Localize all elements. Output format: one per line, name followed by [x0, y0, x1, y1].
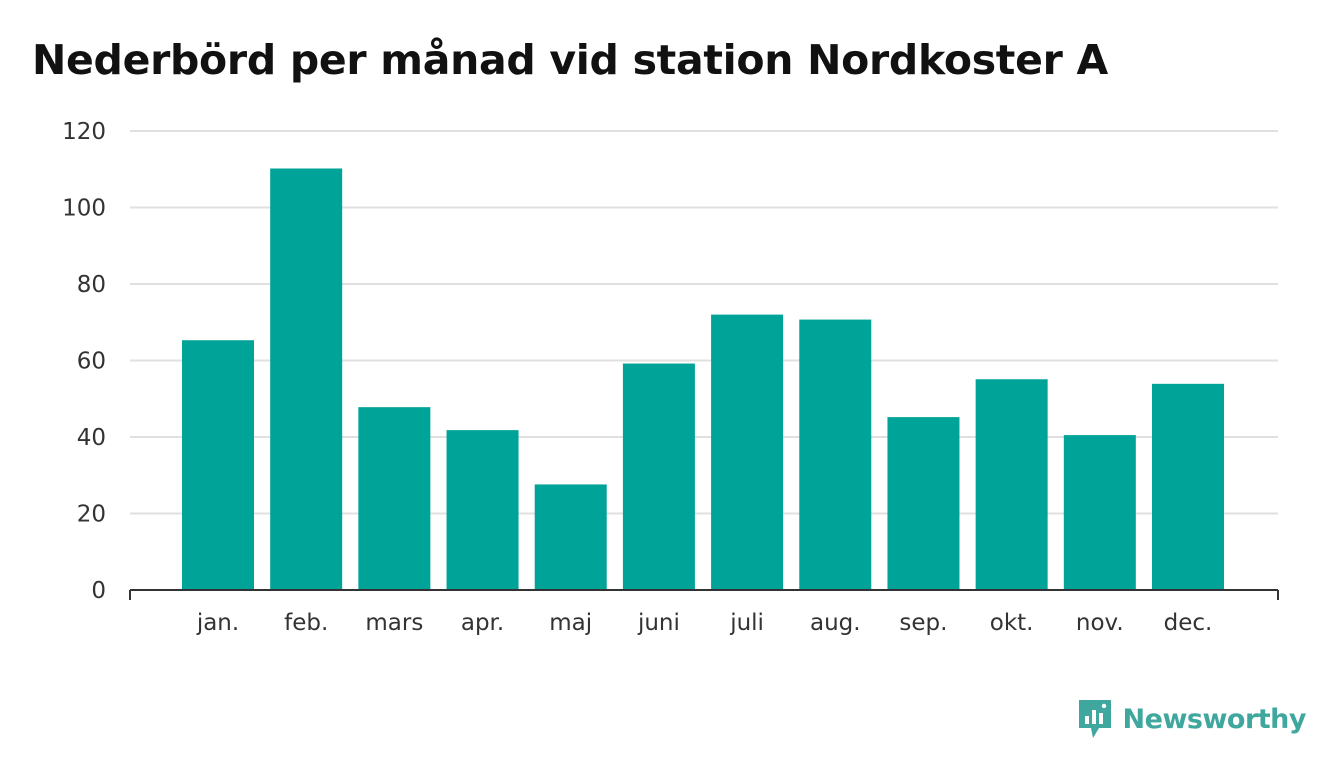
x-tick-label: sep.	[899, 610, 947, 636]
y-tick-label: 100	[62, 196, 106, 222]
y-tick-label: 60	[77, 349, 106, 375]
bar-feb[interactable]	[270, 168, 343, 591]
x-tick-label: mars	[365, 610, 423, 636]
bar-juni[interactable]	[622, 363, 695, 590]
newsworthy-logo-icon	[1078, 700, 1111, 738]
bar-jan[interactable]	[182, 340, 254, 590]
bar-dec[interactable]	[1152, 383, 1224, 590]
x-tick-label: juni	[637, 610, 680, 636]
bar-sep[interactable]	[887, 417, 960, 590]
x-tick-label: maj	[549, 610, 592, 636]
x-tick-label: aug.	[810, 610, 861, 636]
x-tick-label: jan.	[196, 610, 239, 636]
x-tick-label: dec.	[1164, 610, 1213, 636]
y-tick-label: 120	[62, 119, 106, 145]
x-tick-label: nov.	[1076, 610, 1124, 636]
bar-maj[interactable]	[534, 484, 607, 590]
bar-apr[interactable]	[446, 430, 519, 590]
x-tick-label: juli	[729, 610, 764, 636]
chart-title: Nederbörd per månad vid station Nordkost…	[32, 36, 1108, 84]
y-tick-labels: 0 20 40 60 80 100 120	[62, 119, 106, 604]
y-tick-label: 20	[77, 502, 106, 528]
bar-nov[interactable]	[1063, 435, 1136, 590]
x-tick-label: apr.	[461, 610, 504, 636]
bar-juli[interactable]	[711, 314, 784, 590]
y-tick-label: 40	[77, 425, 106, 451]
x-tick-label: feb.	[284, 610, 328, 636]
y-tick-label: 0	[91, 578, 106, 604]
y-tick-label: 80	[77, 272, 106, 298]
bar-mars[interactable]	[358, 407, 431, 590]
bars	[182, 168, 1224, 591]
x-tick-label: okt.	[990, 610, 1034, 636]
axes	[129, 589, 1279, 600]
brand-logo[interactable]: Newsworthy	[1077, 698, 1307, 740]
x-tick-labels: jan. feb. mars apr. maj juni juli aug. sep. okt. n…	[196, 610, 1213, 636]
bar-aug[interactable]	[799, 319, 872, 590]
brand-name: Newsworthy	[1122, 703, 1307, 735]
bar-okt[interactable]	[975, 379, 1048, 590]
